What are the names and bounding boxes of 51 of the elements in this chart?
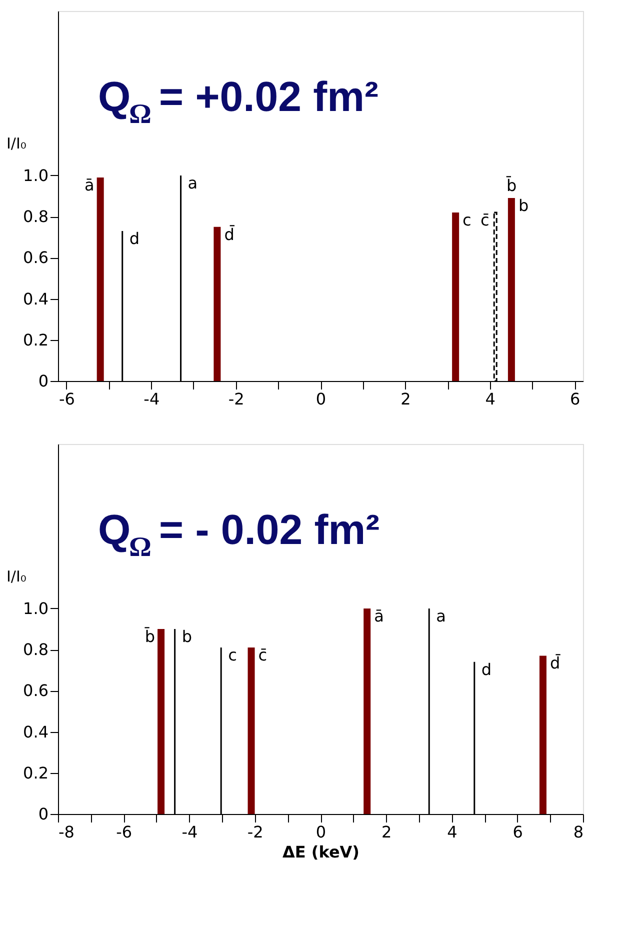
x-tick-label: -4 xyxy=(182,822,198,842)
x-tick-label: 0 xyxy=(316,822,326,842)
y-tick-label: 1.0 xyxy=(23,166,48,185)
x-tick-label: 0 xyxy=(316,390,326,408)
y-tick-label: 0.6 xyxy=(23,681,48,700)
x-tick-label: -6 xyxy=(116,822,132,842)
annotation: c̄ xyxy=(258,646,268,664)
annotation: d̄ xyxy=(550,654,561,673)
x-axis-title: ΔE (keV) xyxy=(282,842,360,862)
bar xyxy=(452,212,460,381)
x-tick-label: 4 xyxy=(447,822,458,842)
bar xyxy=(214,226,221,381)
y-tick-label: 0.8 xyxy=(23,640,48,660)
x-tick-label: 6 xyxy=(570,390,580,408)
annotation: b̄ xyxy=(506,176,517,196)
annotation: b̄ xyxy=(144,627,156,646)
bar xyxy=(96,178,104,381)
x-tick-label: -2 xyxy=(247,822,264,842)
annotation: ā xyxy=(84,176,94,194)
annotation: b xyxy=(182,627,192,646)
annotation: d xyxy=(481,660,492,679)
x-tick-label: -6 xyxy=(58,390,75,408)
annotation: a xyxy=(188,173,198,192)
y-tick-label: 1.0 xyxy=(23,598,48,618)
y-tick-label: 0.2 xyxy=(23,330,48,350)
annotation: d xyxy=(129,228,140,248)
y-tick-label: 0.2 xyxy=(23,763,48,782)
annotation: c xyxy=(462,210,472,230)
annotation: a xyxy=(436,606,446,626)
y-tick-label: 0 xyxy=(38,372,48,390)
annotation: ā xyxy=(374,606,384,626)
x-tick-label: 2 xyxy=(382,822,392,842)
x-tick-label: 6 xyxy=(512,822,523,842)
y-axis-title: I/I₀ xyxy=(6,567,26,586)
x-tick-label: -2 xyxy=(228,390,244,408)
y-tick-label: 0.6 xyxy=(23,248,48,268)
x-tick-label: -8 xyxy=(58,822,74,842)
annotation: d̄ xyxy=(224,224,236,244)
bar xyxy=(508,198,515,381)
y-tick-label: 0.4 xyxy=(23,289,48,308)
y-tick-label: 0 xyxy=(38,804,48,824)
annotation: c̄ xyxy=(480,210,490,230)
y-tick-label: 0.8 xyxy=(23,207,48,226)
y-tick-label: 0.4 xyxy=(23,722,48,742)
x-tick-label: 8 xyxy=(573,822,584,842)
x-tick-label: 2 xyxy=(400,390,411,408)
x-tick-label: -4 xyxy=(144,390,160,408)
x-tick-label: 4 xyxy=(485,390,496,408)
y-axis-title: I/I₀ xyxy=(6,134,26,152)
annotation: c xyxy=(228,646,237,664)
annotation: b xyxy=(518,196,529,216)
